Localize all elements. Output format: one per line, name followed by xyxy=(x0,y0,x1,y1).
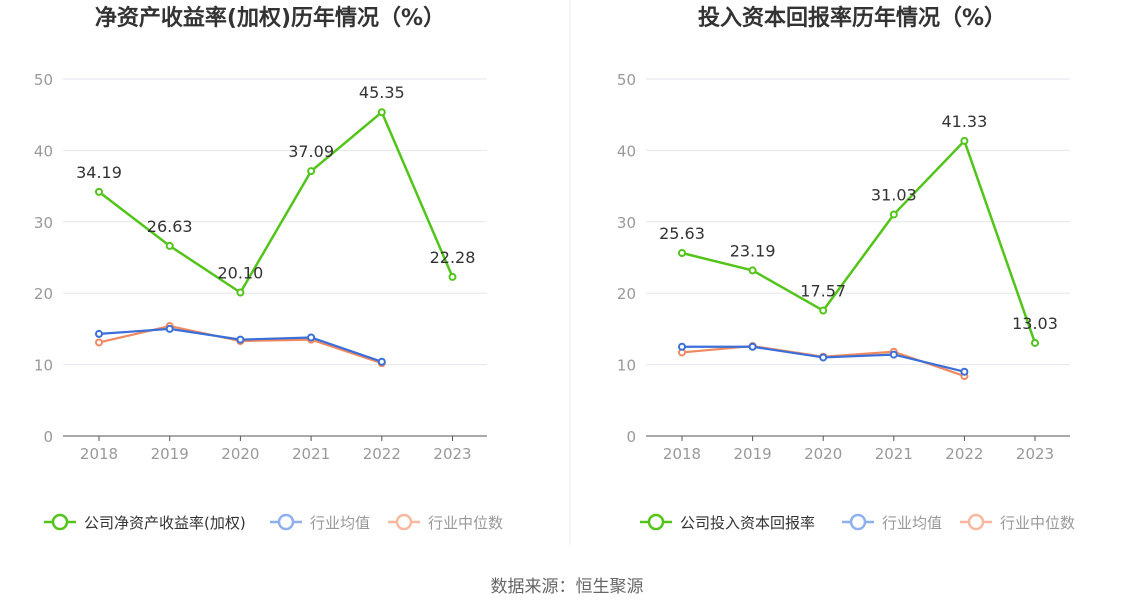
data-point[interactable] xyxy=(678,249,686,258)
legend-item[interactable]: 公司净资产收益率(加权) xyxy=(44,513,246,532)
legend-item[interactable]: 行业均值 xyxy=(842,513,942,532)
data-label: 13.03 xyxy=(1012,314,1058,333)
legend-label: 公司投入资本回报率 xyxy=(680,514,815,532)
y-tick-label: 0 xyxy=(626,428,636,446)
data-label: 31.03 xyxy=(871,185,917,204)
data-point[interactable] xyxy=(377,357,386,366)
data-point[interactable] xyxy=(95,329,103,338)
chart-title: 投入资本回报率历年情况（%） xyxy=(698,5,1006,31)
legend-marker xyxy=(51,513,69,531)
y-tick-label: 0 xyxy=(43,428,53,446)
legend-item[interactable]: 行业中位数 xyxy=(960,513,1075,532)
data-label: 17.57 xyxy=(800,282,846,301)
y-tick-label: 20 xyxy=(617,285,636,303)
y-tick-label: 50 xyxy=(34,71,53,89)
chart-panel-1: 净资产收益率(加权)历年情况（%） 0 10 20 30 40 50 2018 2019 2020… xyxy=(34,5,503,532)
data-point[interactable] xyxy=(307,333,316,342)
y-tick-label: 10 xyxy=(34,357,53,375)
y-tick-label: 50 xyxy=(617,71,636,89)
legend-label: 公司净资产收益率(加权) xyxy=(84,514,246,532)
x-tick-label: 2019 xyxy=(151,445,189,463)
legend-item[interactable]: 行业均值 xyxy=(270,513,370,532)
data-label: 22.28 xyxy=(430,248,476,267)
data-label: 41.33 xyxy=(941,112,987,131)
chart-panel-2: 投入资本回报率历年情况（%） 0 10 20 30 40 50 2018 2019 2020 202… xyxy=(617,5,1075,532)
data-point[interactable] xyxy=(960,136,969,145)
legend-marker xyxy=(277,513,295,531)
data-point[interactable] xyxy=(889,210,898,219)
legend-label: 行业均值 xyxy=(310,514,370,532)
data-point[interactable] xyxy=(748,266,757,275)
data-point[interactable] xyxy=(236,288,245,297)
legend-label: 行业中位数 xyxy=(1000,514,1075,532)
data-label: 34.19 xyxy=(76,163,122,182)
series-line-company xyxy=(98,110,454,294)
x-tick-label: 2021 xyxy=(875,445,913,463)
x-tick-label: 2023 xyxy=(1016,445,1054,463)
data-point[interactable] xyxy=(307,167,316,176)
data-point[interactable] xyxy=(95,187,103,196)
series-line-company xyxy=(681,139,1037,344)
data-point[interactable] xyxy=(889,350,898,359)
data-label: 20.10 xyxy=(217,263,263,282)
x-tick-label: 2018 xyxy=(663,445,701,463)
data-point[interactable] xyxy=(377,108,386,117)
data-label: 45.35 xyxy=(359,83,405,102)
y-tick-label: 40 xyxy=(34,142,53,160)
legend-marker xyxy=(849,513,867,531)
y-tick-label: 30 xyxy=(617,214,636,232)
data-point[interactable] xyxy=(95,338,103,347)
data-label: 23.19 xyxy=(730,241,776,260)
legend-label: 行业中位数 xyxy=(428,514,503,532)
legend-item[interactable]: 行业中位数 xyxy=(388,513,503,532)
data-point[interactable] xyxy=(819,306,828,315)
data-label: 25.63 xyxy=(659,224,705,243)
x-tick-label: 2018 xyxy=(80,445,118,463)
legend-label: 行业均值 xyxy=(882,514,942,532)
data-point[interactable] xyxy=(165,324,174,333)
x-tick-label: 2020 xyxy=(221,445,259,463)
chart-title: 净资产收益率(加权)历年情况（%） xyxy=(95,5,445,31)
data-point[interactable] xyxy=(448,272,457,281)
y-tick-label: 20 xyxy=(34,285,53,303)
data-point[interactable] xyxy=(678,342,686,351)
data-point[interactable] xyxy=(1031,338,1039,347)
series-line-industry-avg xyxy=(98,327,383,363)
data-point[interactable] xyxy=(236,335,245,344)
data-point[interactable] xyxy=(819,353,828,362)
legend-marker xyxy=(967,513,985,531)
legend-item[interactable]: 公司投入资本回报率 xyxy=(640,513,815,532)
y-tick-label: 30 xyxy=(34,214,53,232)
x-tick-label: 2020 xyxy=(804,445,842,463)
legend-marker xyxy=(647,513,665,531)
legend-marker xyxy=(395,513,413,531)
x-tick-label: 2022 xyxy=(945,445,983,463)
y-tick-label: 40 xyxy=(617,142,636,160)
data-point[interactable] xyxy=(165,241,174,250)
source-note: 数据来源：恒生聚源 xyxy=(490,577,644,597)
data-label: 26.63 xyxy=(147,217,193,236)
x-tick-label: 2019 xyxy=(734,445,772,463)
x-tick-label: 2022 xyxy=(363,445,401,463)
data-point[interactable] xyxy=(960,367,969,376)
data-label: 37.09 xyxy=(288,142,334,161)
x-tick-label: 2023 xyxy=(433,445,471,463)
y-tick-label: 10 xyxy=(617,357,636,375)
x-tick-label: 2021 xyxy=(292,445,330,463)
data-point[interactable] xyxy=(748,342,757,351)
